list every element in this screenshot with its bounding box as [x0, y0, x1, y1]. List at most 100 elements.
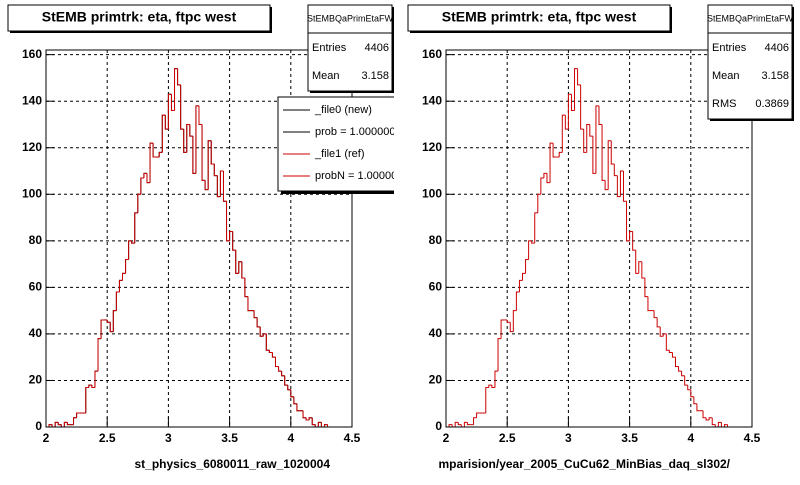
- histogram-bin: [534, 212, 538, 244]
- histogram-bin: [622, 171, 627, 202]
- histogram-bin: [619, 170, 624, 197]
- histogram-bin: [558, 151, 563, 158]
- x-axis-title: mparision/year_2005_CuCu62_MinBias_daq_s…: [439, 457, 731, 471]
- histogram-bin: [723, 424, 728, 427]
- histogram-bin: [198, 105, 203, 125]
- histogram-bin: [515, 291, 520, 311]
- stats-label: Mean: [312, 70, 340, 82]
- histogram-bin: [522, 272, 526, 281]
- histogram-bin: [247, 296, 252, 312]
- histogram-bin: [485, 386, 489, 414]
- histogram-bin: [616, 175, 621, 198]
- histogram-bin: [201, 124, 206, 181]
- histogram-bin: [662, 333, 667, 337]
- y-tick-label: 20: [429, 373, 443, 387]
- histogram-bin: [271, 352, 276, 358]
- histogram-bin: [146, 173, 151, 184]
- stats-label: Entries: [312, 42, 347, 54]
- histogram-bin: [287, 385, 291, 391]
- histogram-bin: [204, 180, 209, 191]
- histogram-bin: [174, 68, 178, 111]
- histogram-bin: [290, 389, 294, 398]
- histogram-bin: [448, 424, 453, 427]
- stats-label: RMS: [712, 98, 736, 110]
- plot-border: [445, 49, 753, 428]
- histogram-bin: [222, 171, 227, 202]
- histogram-bin: [149, 142, 154, 183]
- histogram-bin: [583, 129, 587, 153]
- histogram-bin: [284, 375, 288, 386]
- stats-value: 4406: [765, 42, 789, 54]
- histogram-bin: [244, 278, 248, 298]
- histogram-bin: [308, 417, 313, 421]
- histogram-bin: [48, 424, 53, 427]
- histogram-bin: [693, 396, 697, 405]
- histogram-bin: [552, 143, 557, 158]
- histogram-bin: [592, 136, 596, 174]
- x-tick-label: 2.5: [499, 431, 516, 445]
- histogram-bin: [134, 212, 138, 244]
- histogram-bin: [106, 319, 111, 323]
- histogram-bin: [311, 417, 316, 426]
- histogram-bin: [473, 417, 477, 425]
- histogram-bin: [180, 84, 184, 130]
- histogram-bin: [94, 370, 99, 388]
- legend-entry: _file1 (ref): [314, 148, 365, 160]
- histogram-bin: [131, 240, 135, 244]
- x-tick-label: 3: [165, 431, 172, 445]
- histogram-bin: [518, 279, 523, 293]
- histogram-bin: [476, 412, 480, 418]
- x-tick-label: 2: [443, 431, 450, 445]
- y-tick-label: 0: [435, 419, 442, 433]
- y-tick-label: 0: [35, 419, 42, 433]
- histogram-bin: [164, 115, 169, 130]
- histogram-bin: [167, 93, 172, 130]
- histogram-bin: [671, 352, 676, 358]
- histogram-bin: [115, 291, 120, 311]
- x-tick-label: 4: [287, 431, 294, 445]
- histogram-bin: [118, 279, 123, 293]
- histogram-bin: [463, 421, 468, 427]
- histogram-bin: [574, 68, 578, 111]
- histogram-bin: [100, 319, 105, 339]
- histogram-bin: [665, 333, 670, 351]
- legend-note: prob = 1.000000: [315, 126, 395, 138]
- histogram-bin: [500, 319, 505, 339]
- histogram-bin: [91, 385, 95, 388]
- histogram-bin: [109, 322, 114, 333]
- histogram-bin: [293, 396, 297, 405]
- histogram-bin: [210, 140, 215, 165]
- histogram-bin: [296, 403, 300, 412]
- histogram-bin: [259, 326, 264, 337]
- stats-value: 0.3869: [755, 98, 789, 110]
- histogram-bin: [140, 177, 144, 195]
- histogram-bin: [711, 417, 716, 426]
- histogram-bin: [305, 417, 310, 421]
- histogram-bin: [275, 357, 279, 367]
- y-tick-label: 20: [29, 373, 43, 387]
- y-tick-label: 160: [22, 47, 42, 61]
- histogram-bin: [494, 370, 499, 388]
- histogram-bin: [262, 333, 267, 337]
- histogram-bin: [278, 366, 282, 372]
- histogram-bin: [238, 261, 242, 274]
- x-tick-label: 3.5: [621, 431, 638, 445]
- histogram-bin: [54, 421, 59, 427]
- x-tick-label: 3.5: [221, 431, 238, 445]
- histogram-bin: [601, 124, 606, 181]
- histogram-bin: [635, 250, 639, 274]
- pad: 0 20 40 60 80 100 120 140 160 2 2.5 3 3.5 4 4.5 mparisi…: [407, 4, 794, 471]
- histogram-bin: [656, 317, 661, 328]
- histogram-bin: [702, 410, 707, 419]
- histogram-bin: [586, 123, 590, 153]
- histogram-bin: [143, 172, 147, 178]
- histogram-bin: [638, 261, 642, 274]
- stats-box: [307, 4, 393, 92]
- y-tick-label: 100: [22, 186, 42, 200]
- chart-title: StEMB primtrk: eta, ftpc west: [442, 9, 637, 25]
- histogram-bin: [528, 240, 532, 260]
- histogram-bin: [595, 105, 599, 174]
- histogram-bin: [161, 114, 166, 153]
- stats-value: 4406: [365, 42, 389, 54]
